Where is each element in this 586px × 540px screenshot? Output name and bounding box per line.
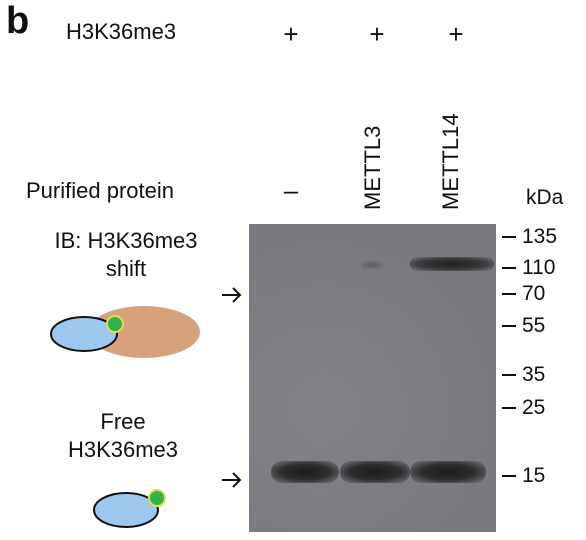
band-15-lane3 — [410, 461, 486, 483]
band-15-lane1 — [271, 461, 339, 483]
protein-row-label: Purified protein — [26, 178, 174, 203]
shift-label: IB: H3K36me3 shift — [24, 227, 228, 282]
treatment-mark-lane2: + — [369, 19, 385, 49]
marker-tick — [502, 267, 516, 269]
shift-arrow-icon — [222, 287, 242, 303]
marker-tick — [502, 325, 516, 327]
marker-value: 35 — [522, 363, 546, 386]
marker-value: 55 — [522, 314, 546, 337]
western-blot — [249, 224, 496, 532]
panel-letter: b — [6, 0, 30, 42]
band-70-lane2 — [361, 261, 383, 269]
marker-value: 25 — [522, 396, 546, 419]
shift-label-line1: IB: H3K36me3 — [54, 228, 198, 253]
kda-unit-label: kDa — [526, 186, 564, 209]
marker-value: 110 — [522, 256, 556, 279]
band-15-lane2 — [340, 461, 410, 483]
marker-tick — [502, 293, 516, 295]
free-arrow-icon — [222, 472, 242, 488]
lane-label-mettl14: METTL14 — [438, 113, 463, 210]
free-label: Free H3K36me3 — [28, 408, 218, 463]
treatment-row-label: H3K36me3 — [66, 19, 177, 44]
free-label-line1: Free — [100, 409, 146, 434]
marker-tick — [502, 407, 516, 409]
band-70-lane3 — [410, 257, 494, 271]
histone-protein-complex-icon — [50, 306, 200, 358]
shift-label-line2: shift — [105, 255, 147, 281]
marker-tick — [502, 236, 516, 238]
marker-value: 70 — [522, 282, 546, 305]
marker-tick — [502, 374, 516, 376]
protein-mark-lane1: – — [283, 175, 299, 205]
treatment-mark-lane1: + — [283, 19, 299, 49]
treatment-mark-lane3: + — [448, 19, 464, 49]
marker-tick — [502, 475, 516, 477]
free-label-line2: H3K36me3 — [67, 436, 179, 462]
marker-value: 15 — [522, 464, 546, 487]
free-histone-icon — [93, 489, 166, 528]
marker-value: 135 — [522, 225, 558, 248]
lane-label-mettl3: METTL3 — [360, 125, 385, 210]
